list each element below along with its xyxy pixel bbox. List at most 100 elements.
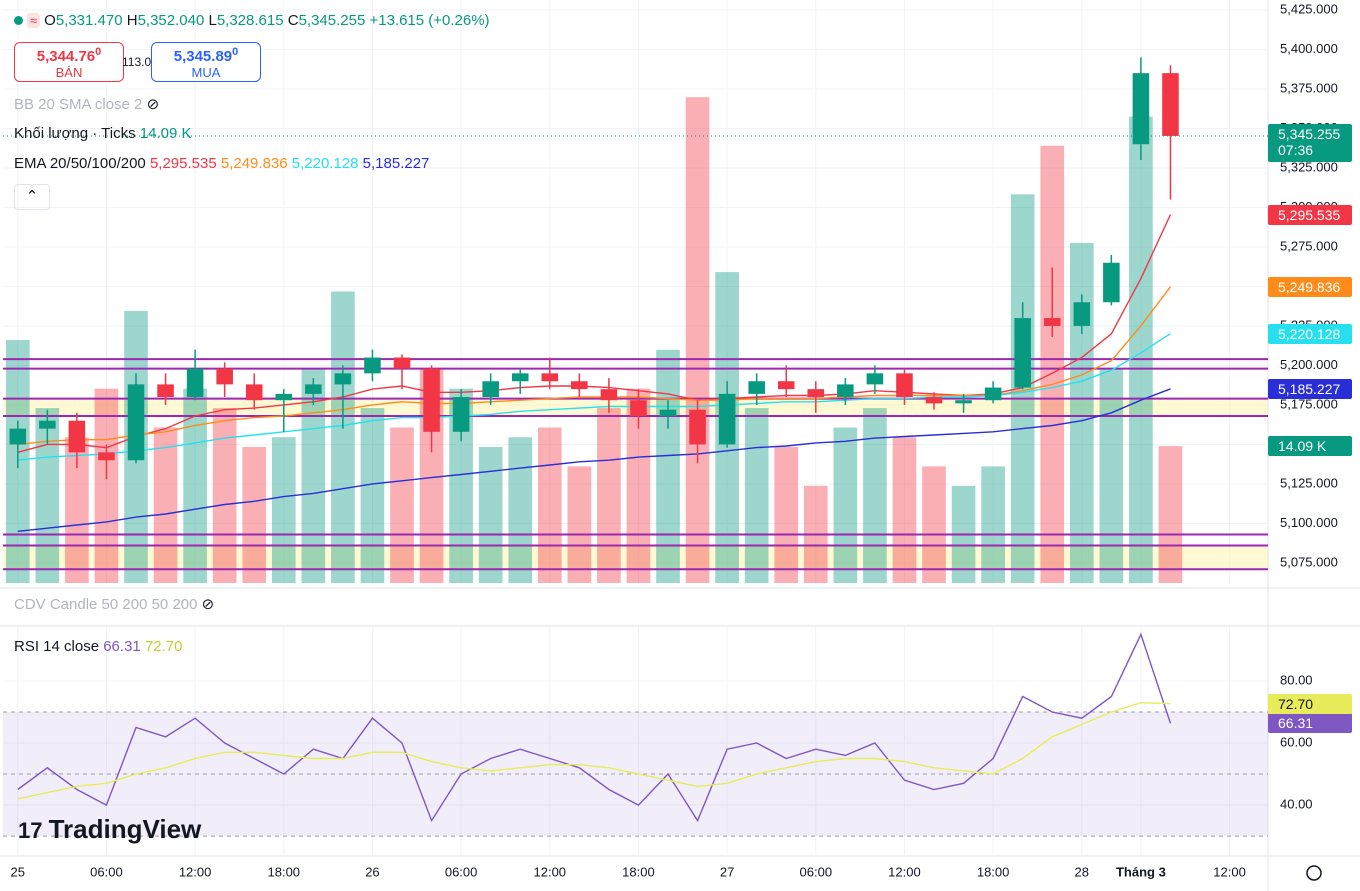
status-dot: [14, 16, 23, 25]
sell-button[interactable]: 5,344.760 BÁN: [14, 42, 124, 82]
collapse-button[interactable]: ⌃: [14, 184, 50, 210]
volume-bar: [567, 466, 592, 583]
sell-sup: 0: [95, 46, 102, 58]
ema-line: [17, 214, 1172, 453]
y-tick-label: 40.00: [1280, 796, 1313, 811]
volume-bar: [922, 466, 946, 583]
hidden-icon[interactable]: ⊘: [146, 96, 160, 113]
volume-bar: [301, 369, 326, 583]
sell-label: BÁN: [55, 65, 83, 80]
rsi-legend[interactable]: RSI 14 close 66.31 72.70: [14, 638, 182, 655]
y-tick-label: 5,275.000: [1280, 238, 1338, 253]
candle-body: [1073, 302, 1091, 326]
spread: 113.0: [122, 55, 152, 69]
volume-bar: [271, 437, 296, 583]
candle-body: [68, 420, 86, 453]
volume-bar: [863, 408, 887, 583]
candle-body: [364, 357, 381, 374]
candle-body: [452, 397, 470, 432]
y-tick-label: 5,400.000: [1280, 41, 1338, 56]
l-value: 5,328.615: [216, 12, 284, 29]
l-label: L: [208, 12, 217, 29]
buy-sup: 0: [232, 46, 239, 58]
change: +13.615 (+0.26%): [369, 12, 490, 29]
x-tick-label: 18:00: [268, 864, 301, 879]
volume-bar: [1069, 242, 1094, 583]
y-tick-label: 5,375.000: [1280, 80, 1338, 95]
candle-body: [689, 409, 706, 445]
countdown: 07:36: [1278, 141, 1314, 158]
rsi-signal-value: 72.70: [144, 638, 183, 655]
y-tick-label: 80.00: [1280, 672, 1313, 687]
candle-body: [334, 373, 352, 385]
volume-bar: [774, 446, 799, 583]
candle-body: [245, 384, 263, 401]
ema-value: 5,185.227: [362, 155, 430, 172]
candle-body: [1162, 73, 1179, 136]
candle-body: [1014, 318, 1031, 388]
candle-body: [127, 384, 145, 461]
candle-body: [600, 389, 618, 401]
bb-legend[interactable]: BB 20 SMA close 2 ⊘: [14, 95, 159, 113]
y-tick-label: 5,100.000: [1280, 515, 1338, 530]
buy-button[interactable]: 5,345.890 MUA: [151, 42, 261, 82]
candle-body: [1132, 73, 1150, 145]
volume-bar: [331, 291, 355, 583]
x-tick-label: 12:00: [179, 864, 212, 879]
watermark-text: TradingView: [48, 814, 202, 844]
volume-bar: [360, 408, 385, 583]
y-tick-label: 5,075.000: [1280, 554, 1338, 569]
volume-bar: [597, 408, 621, 583]
volume-value: 14.09 K: [139, 125, 192, 142]
buy-price: 5,345.89: [173, 48, 233, 65]
candle-body: [984, 387, 1002, 401]
cdv-legend[interactable]: CDV Candle 50 200 50 200 ⊘: [14, 595, 214, 613]
price-tag: 5,345.255 07:36: [1268, 123, 1352, 162]
x-tick-label: 12:00: [888, 864, 921, 879]
volume-bar: [242, 446, 267, 583]
ema-tag: 5,295.535: [1268, 204, 1352, 225]
ema-tag: 5,185.227: [1268, 378, 1352, 399]
candle-body: [511, 373, 529, 382]
candle-body: [423, 368, 440, 432]
candle-body: [9, 428, 27, 445]
ema-value: 5,249.836: [220, 155, 288, 172]
price-tag-value: 5,345.255: [1278, 125, 1341, 142]
candle-body: [571, 381, 588, 390]
volume-bar: [537, 427, 562, 583]
volume-bar: [981, 466, 1005, 583]
x-tick-label: 18:00: [977, 864, 1010, 879]
ohlc-legend: ≈ O5,331.470 H5,352.040 L5,328.615 C5,345…: [14, 12, 490, 29]
x-tick-label: Tháng 3: [1116, 864, 1166, 879]
volume-tag: 14.09 K: [1268, 436, 1352, 457]
watermark: 17 TradingView: [18, 814, 201, 845]
volume-bar: [685, 97, 710, 584]
volume-bar: [508, 437, 533, 583]
candle-body: [777, 381, 795, 390]
rsi-tag: 66.31: [1268, 713, 1352, 734]
candle-body: [393, 357, 411, 369]
volume-bar: [1099, 369, 1124, 583]
volume-bar: [833, 427, 858, 583]
h-label: H: [126, 12, 138, 29]
candle-body: [157, 384, 174, 398]
volume-bar: [1129, 116, 1153, 583]
volume-legend[interactable]: Khối lượng · Ticks 14.09 K: [14, 125, 191, 142]
rsi-line: [17, 701, 1171, 800]
volume-bar: [35, 408, 60, 583]
ema-label: EMA 20/50/100/200: [14, 155, 146, 172]
settings-icon[interactable]: [1306, 865, 1322, 881]
candle-body: [482, 381, 499, 398]
volume-bar: [1158, 446, 1183, 583]
y-tick-label: 60.00: [1280, 734, 1313, 749]
c-label: C: [287, 12, 299, 29]
hidden-icon[interactable]: ⊘: [201, 596, 215, 613]
candle-body: [807, 389, 825, 398]
candle-body: [896, 373, 913, 398]
x-tick-label: 06:00: [445, 864, 478, 879]
x-tick-label: 06:00: [800, 864, 833, 879]
ema-legend[interactable]: EMA 20/50/100/200 5,295.535 5,249.836 5,…: [14, 155, 429, 172]
cdv-label: CDV Candle 50 200 50 200: [14, 596, 198, 613]
